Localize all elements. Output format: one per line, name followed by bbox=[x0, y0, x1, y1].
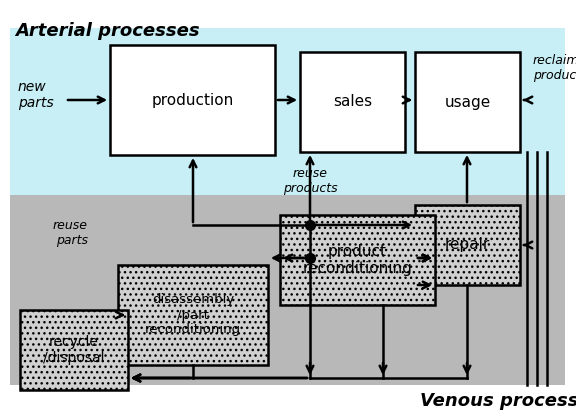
Text: usage: usage bbox=[444, 94, 491, 109]
Text: product
reconditioning: product reconditioning bbox=[302, 244, 412, 276]
Text: reuse
products: reuse products bbox=[283, 167, 338, 195]
Bar bbox=[300, 52, 405, 152]
Text: disassembly
/part
reconditioning: disassembly /part reconditioning bbox=[145, 294, 241, 337]
Bar bbox=[10, 28, 565, 195]
Text: repair: repair bbox=[445, 238, 490, 253]
Text: new
parts: new parts bbox=[18, 80, 54, 110]
Bar bbox=[110, 45, 275, 155]
Text: Arterial processes: Arterial processes bbox=[15, 22, 200, 40]
Text: reclaimed
products: reclaimed products bbox=[533, 54, 576, 82]
Text: recycle
/disposal: recycle /disposal bbox=[43, 335, 105, 365]
Bar bbox=[415, 52, 520, 152]
Text: reuse
parts: reuse parts bbox=[53, 219, 88, 247]
Text: sales: sales bbox=[333, 94, 372, 109]
Text: production: production bbox=[151, 92, 234, 107]
Bar bbox=[280, 215, 435, 305]
Bar bbox=[415, 205, 520, 285]
Bar bbox=[118, 265, 268, 365]
Text: Venous processes: Venous processes bbox=[420, 392, 576, 410]
Bar bbox=[20, 310, 128, 390]
Bar bbox=[10, 195, 565, 385]
